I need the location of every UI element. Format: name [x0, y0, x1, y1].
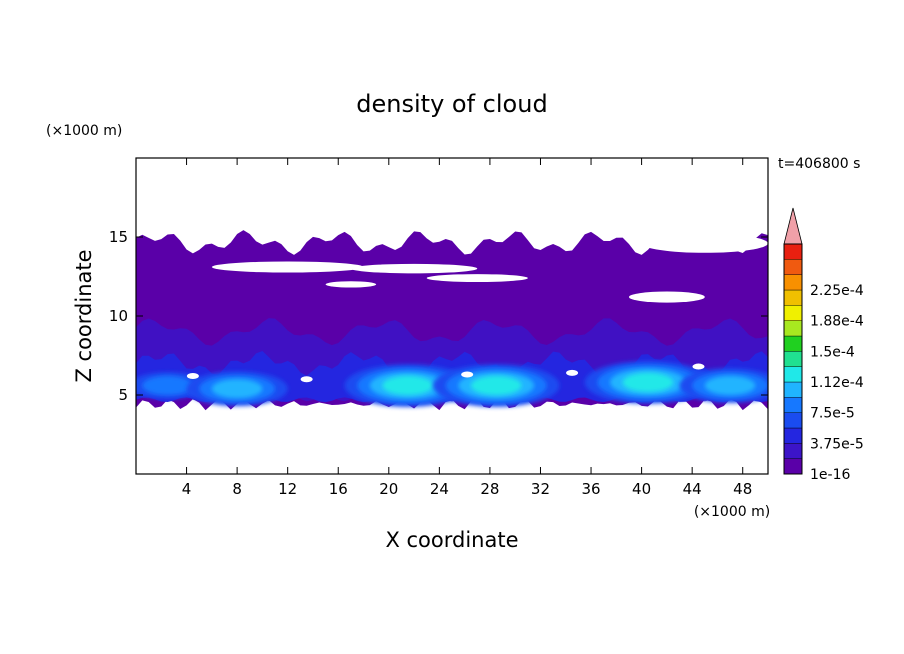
x-tick-label: 44 [683, 480, 702, 498]
colorbar-overflow-triangle [783, 207, 803, 245]
cloud-gap [211, 261, 364, 273]
x-tick-label: 36 [581, 480, 600, 498]
x-tick-label: 40 [632, 480, 651, 498]
time-label: t=406800 s [778, 156, 860, 172]
colorbar-swatch [783, 320, 803, 337]
colorbar-label: 2.25e-4 [810, 283, 864, 299]
x-axis-ticks: 4 8 12 16 20 24 28 32 36 40 44 48 [182, 158, 752, 498]
y-tick-label: 15 [109, 228, 128, 246]
plot-area [136, 227, 768, 411]
cloud-field [136, 227, 768, 411]
colorbar-swatch [783, 351, 803, 367]
dense-core-level [470, 376, 522, 395]
cloud-hole [566, 369, 579, 376]
dense-core-level [211, 379, 263, 399]
y-axis-label: Z coordinate [72, 249, 96, 382]
x-tick-label: 16 [329, 480, 348, 498]
x-tick-label: 20 [379, 480, 398, 498]
x-unit-label: (×1000 m) [694, 504, 770, 520]
y-tick-label: 10 [109, 307, 128, 325]
x-axis-label: X coordinate [385, 528, 518, 552]
dense-core-level [382, 376, 434, 395]
x-tick-label: 32 [531, 480, 550, 498]
x-tick-label: 4 [182, 480, 192, 498]
colorbar-label: 1.5e-4 [810, 344, 855, 360]
chart-title: density of cloud [356, 90, 547, 118]
colorbar-swatch [783, 427, 803, 444]
x-tick-label: 24 [430, 480, 449, 498]
cloud-gap [325, 281, 377, 288]
colorbar-frame [783, 243, 803, 475]
y-unit-label: (×1000 m) [46, 123, 122, 139]
cloud-gap [426, 274, 528, 283]
colorbar-swatch [783, 259, 803, 275]
colorbar-label: 1.88e-4 [810, 314, 864, 330]
colorbar-swatch [783, 412, 803, 429]
colorbar-swatch [783, 243, 803, 260]
x-tick-label: 12 [278, 480, 297, 498]
x-tick-label: 28 [480, 480, 499, 498]
colorbar-swatch [783, 305, 803, 321]
colorbar-label: 7.5e-5 [810, 406, 855, 422]
colorbar-swatch [783, 289, 803, 306]
dense-core-level [622, 372, 674, 392]
colorbar-label: 1e-16 [810, 467, 850, 483]
colorbar: 2.25e-4 1.88e-4 1.5e-4 1.12e-4 7.5e-5 3.75e-5… [783, 207, 864, 483]
y-axis-ticks: 5 10 15 [109, 228, 768, 404]
cloud-gap [628, 291, 705, 303]
colorbar-swatch [783, 397, 803, 413]
dense-core-level [142, 376, 193, 395]
cloud-hole [300, 376, 313, 383]
cloud-hole [461, 371, 474, 378]
colorbar-swatch [783, 443, 803, 459]
colorbar-swatch [783, 458, 803, 475]
colorbar-label: 1.12e-4 [810, 375, 864, 391]
x-tick-label: 8 [232, 480, 242, 498]
colorbar-swatch [783, 274, 803, 291]
colorbar-swatch [783, 335, 803, 352]
dense-core-level [704, 376, 756, 395]
x-tick-label: 48 [733, 480, 752, 498]
cloud-hole [186, 373, 199, 380]
colorbar-label: 3.75e-5 [810, 436, 864, 452]
cloud-gap [641, 227, 718, 241]
y-tick-label: 5 [118, 386, 128, 404]
colorbar-swatch [783, 381, 803, 398]
cloud-gap [350, 263, 478, 274]
cloud-hole [692, 363, 705, 370]
colorbar-swatch [783, 366, 803, 383]
